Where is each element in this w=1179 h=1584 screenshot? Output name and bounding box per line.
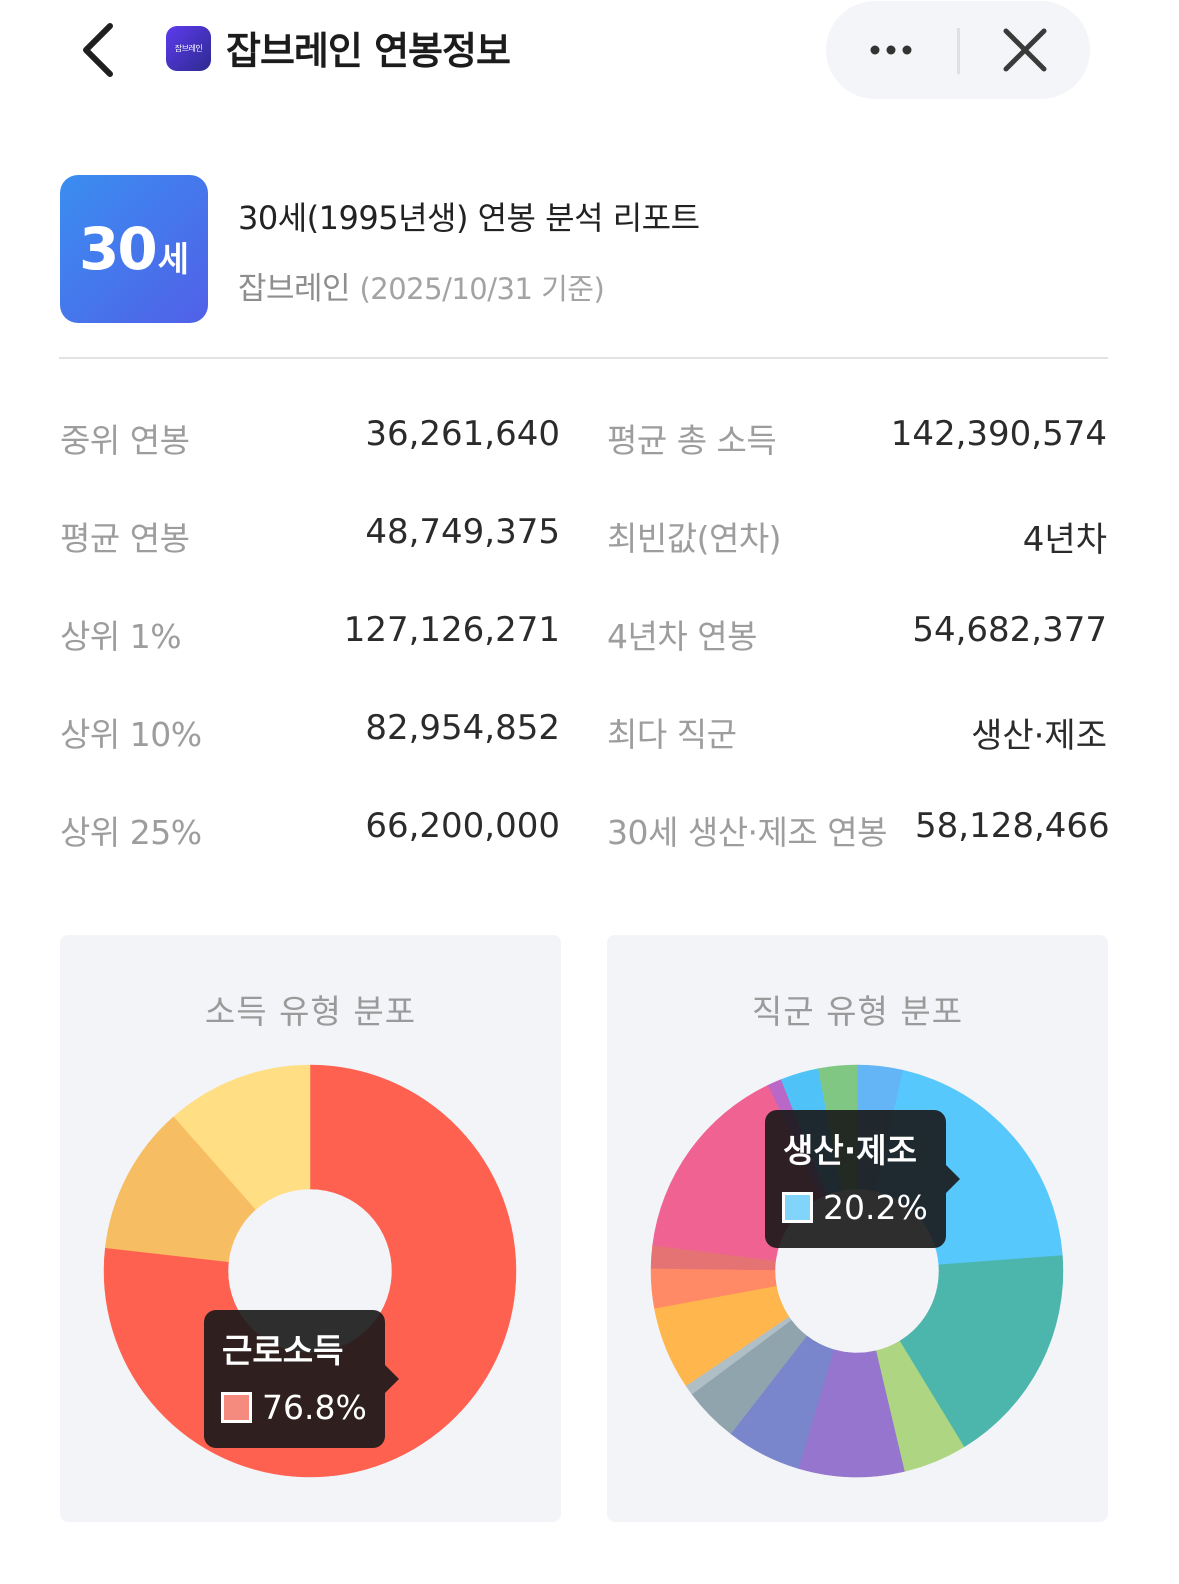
report-source: 잡브레인 — [238, 271, 351, 307]
stat-value: 48,749,375 — [365, 512, 560, 552]
more-dots-icon[interactable] — [860, 25, 922, 75]
donut-slice[interactable] — [105, 1116, 257, 1263]
stat-value: 82,954,852 — [365, 708, 560, 748]
stat-value: 생산·제조 — [971, 716, 1107, 756]
donut-slice[interactable] — [899, 1255, 1064, 1448]
stat-label: 4년차 연봉 — [607, 617, 757, 656]
stat-value: 66,200,000 — [365, 806, 560, 846]
divider — [59, 357, 1108, 359]
stat-value: 127,126,271 — [343, 610, 560, 650]
report-subtitle: 잡브레인 (2025/10/31 기준) — [238, 263, 605, 308]
tooltip-value: 76.8% — [262, 1388, 367, 1427]
stat-label: 최다 직군 — [607, 715, 737, 754]
top-bar: 잡브레인 잡브레인 연봉정보 — [0, 0, 1179, 100]
age-unit: 세 — [157, 239, 189, 280]
age-badge: 30 세 — [60, 175, 208, 323]
tooltip-value: 20.2% — [823, 1188, 928, 1227]
chart-title-job-type: 직군 유형 분포 — [751, 992, 964, 1031]
stat-value: 142,390,574 — [890, 414, 1107, 454]
app-logo: 잡브레인 — [166, 26, 211, 71]
tooltip-label: 생산·제조 — [783, 1131, 917, 1170]
stat-label: 최빈값(연차) — [607, 519, 782, 558]
chart-tooltip-income: 근로소득 76.8% — [204, 1310, 399, 1448]
tooltip-swatch — [221, 1392, 252, 1423]
window-controls — [826, 1, 1090, 99]
age-number: 30 — [79, 215, 158, 283]
tooltip-arrow — [385, 1365, 399, 1393]
stat-label: 상위 10% — [60, 715, 202, 754]
back-arrow-icon[interactable] — [72, 18, 132, 82]
stat-label: 상위 25% — [60, 813, 202, 852]
stat-label: 상위 1% — [60, 617, 182, 656]
chart-tooltip-job: 생산·제조 20.2% — [765, 1110, 960, 1248]
stat-label: 중위 연봉 — [60, 421, 190, 460]
report-date: (2025/10/31 기준) — [359, 272, 605, 306]
donut-slice[interactable] — [173, 1064, 311, 1210]
stat-value: 54,682,377 — [912, 610, 1107, 650]
stat-label: 평균 연봉 — [60, 519, 190, 558]
report-title: 30세(1995년생) 연봉 분석 리포트 — [238, 199, 700, 237]
tooltip-label: 근로소득 — [222, 1331, 344, 1370]
chart-title-income-type: 소득 유형 분포 — [204, 992, 417, 1031]
divider — [957, 28, 960, 74]
close-icon[interactable] — [996, 25, 1056, 77]
tooltip-swatch — [782, 1192, 813, 1223]
tooltip-arrow — [946, 1165, 960, 1193]
stat-label: 평균 총 소득 — [607, 421, 777, 460]
stat-label: 30세 생산·제조 연봉 — [607, 813, 887, 852]
app-title: 잡브레인 연봉정보 — [226, 29, 511, 73]
stat-value: 58,128,466 — [915, 806, 1110, 846]
stat-value: 36,261,640 — [365, 414, 560, 454]
stat-value: 4년차 — [1022, 520, 1107, 560]
